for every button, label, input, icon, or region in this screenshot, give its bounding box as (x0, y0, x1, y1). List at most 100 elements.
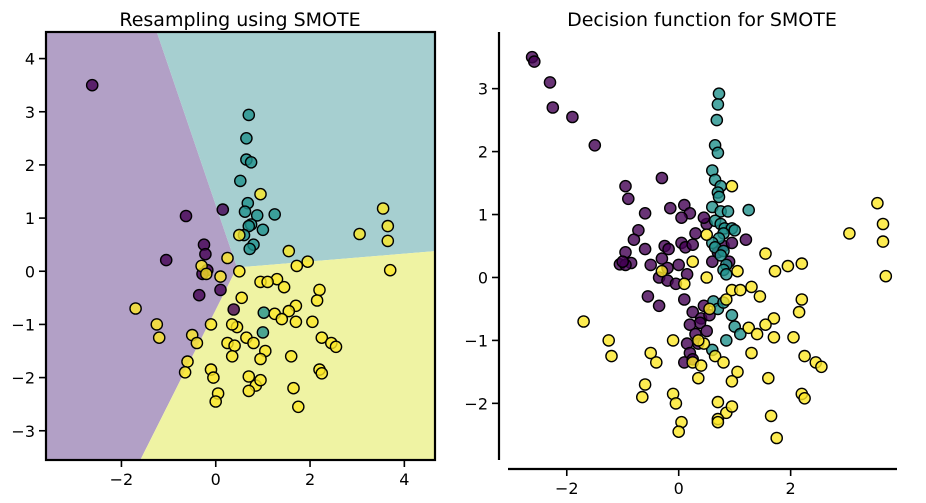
point-class-2 (306, 315, 319, 329)
point-class-2 (228, 339, 241, 353)
point-class-2 (204, 318, 218, 331)
point-class-0 (616, 255, 630, 269)
point-class-2 (313, 283, 326, 297)
point-class-0 (179, 209, 193, 223)
point-class-1 (240, 131, 253, 145)
y-tick-label: 2 (25, 156, 35, 175)
point-class-1 (711, 146, 725, 160)
point-class-0 (739, 233, 753, 246)
point-class-0 (662, 242, 675, 256)
point-class-2 (795, 293, 809, 306)
point-class-2 (711, 395, 725, 409)
y-tick-label: 1 (478, 206, 488, 225)
point-class-2 (725, 374, 739, 388)
point-class-2 (767, 330, 781, 344)
point-class-2 (815, 360, 828, 374)
point-class-0 (689, 227, 702, 240)
y-tick-label: −2 (11, 369, 35, 388)
point-class-1 (238, 205, 252, 218)
point-class-2 (247, 336, 260, 350)
point-class-2 (798, 349, 811, 363)
point-class-2 (843, 227, 856, 240)
point-class-0 (543, 76, 557, 89)
point-class-0 (627, 233, 641, 246)
point-class-2 (717, 356, 730, 369)
point-class-1 (244, 155, 258, 169)
point-class-1 (728, 223, 742, 237)
point-class-2 (181, 355, 194, 368)
point-class-2 (876, 235, 890, 248)
point-class-2 (767, 312, 781, 325)
point-class-2 (876, 217, 890, 231)
point-class-0 (700, 324, 714, 338)
point-class-2 (353, 227, 366, 241)
point-class-2 (759, 318, 772, 332)
point-class-0 (672, 258, 686, 272)
point-class-2 (725, 400, 739, 413)
point-class-0 (159, 253, 173, 267)
point-class-0 (85, 78, 99, 92)
point-class-2 (254, 187, 267, 201)
point-class-2 (381, 219, 395, 233)
point-class-2 (770, 431, 784, 445)
y-tick-label: 0 (478, 268, 488, 287)
point-class-2 (703, 302, 716, 316)
right-x-axis-ticks: −2 0 2 (555, 469, 796, 498)
point-class-0 (619, 179, 632, 193)
point-class-2 (686, 255, 700, 269)
point-class-2 (287, 381, 300, 395)
point-class-0 (725, 236, 739, 250)
point-class-2 (650, 356, 663, 369)
point-class-1 (742, 203, 756, 217)
point-class-2 (289, 315, 303, 329)
point-class-1 (242, 108, 256, 122)
point-class-2 (329, 340, 343, 354)
point-class-0 (664, 201, 677, 215)
point-class-2 (291, 400, 305, 414)
point-class-0 (638, 206, 652, 220)
point-class-0 (528, 55, 541, 68)
x-tick-label: 4 (399, 470, 409, 489)
point-class-1 (268, 208, 282, 221)
x-tick-label: −2 (555, 479, 579, 498)
point-class-0 (678, 293, 691, 306)
point-class-1 (250, 209, 264, 222)
point-class-1 (720, 334, 733, 347)
left-y-axis-ticks: −3 −2 −1 0 1 2 3 4 (11, 50, 46, 441)
point-class-2 (190, 336, 204, 350)
point-class-1 (243, 242, 256, 256)
point-class-2 (672, 425, 686, 439)
point-class-2 (669, 397, 683, 410)
point-class-2 (745, 346, 758, 360)
left-plot-frame (44, 30, 437, 462)
point-class-0 (622, 192, 635, 206)
point-class-1 (712, 190, 726, 204)
point-class-2 (152, 331, 166, 345)
point-class-2 (232, 264, 246, 278)
point-class-1 (256, 326, 270, 339)
y-tick-label: 2 (478, 143, 488, 162)
point-class-2 (315, 366, 329, 380)
y-tick-label: 3 (25, 103, 35, 122)
point-class-2 (376, 202, 390, 215)
point-class-2 (636, 390, 649, 404)
left-panel-resampling: Resampling using SMOTE −2 0 2 4 −3 −2 −1 0 1 2 3 4 (11, 9, 437, 489)
point-class-2 (734, 283, 747, 297)
point-class-0 (566, 110, 579, 124)
point-class-1 (233, 174, 247, 188)
point-class-0 (214, 283, 227, 297)
point-class-1 (720, 267, 733, 281)
point-class-2 (221, 251, 234, 265)
point-class-1 (712, 87, 726, 100)
point-class-0 (655, 171, 669, 185)
point-class-1 (711, 98, 725, 111)
point-class-1 (734, 327, 747, 341)
point-class-2 (150, 318, 164, 331)
point-class-2 (750, 327, 764, 341)
point-class-2 (232, 228, 246, 242)
point-class-0 (199, 247, 212, 261)
point-class-2 (708, 349, 722, 363)
point-class-2 (242, 370, 256, 383)
point-class-0 (655, 252, 669, 265)
